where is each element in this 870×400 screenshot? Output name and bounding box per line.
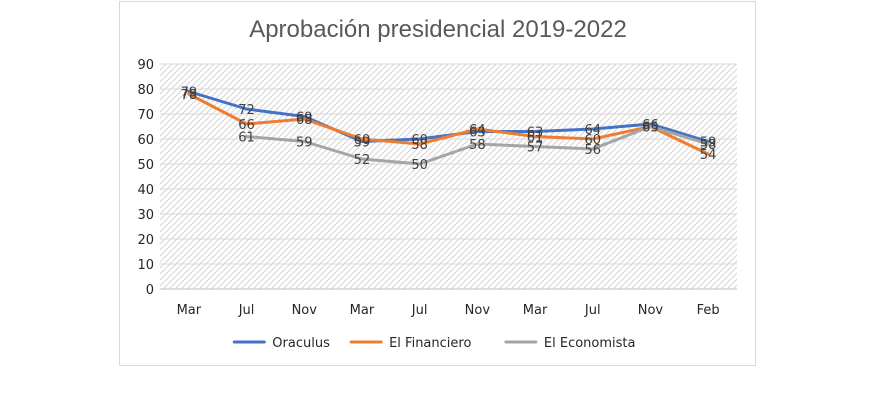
data-label: 63 — [469, 126, 486, 141]
x-tick-label: Nov — [292, 303, 318, 318]
data-label: 63 — [527, 126, 544, 141]
y-tick-label: 10 — [137, 258, 154, 273]
data-label: 59 — [296, 136, 313, 151]
x-tick-label: Mar — [350, 303, 375, 318]
plot-area — [160, 64, 737, 289]
data-label: 60 — [354, 133, 371, 148]
x-tick-label: Jul — [238, 303, 255, 318]
y-tick-label: 70 — [137, 108, 154, 123]
data-label: 79 — [181, 86, 198, 101]
series-lines — [187, 90, 710, 166]
x-tick-label: Jul — [411, 303, 428, 318]
data-label: 72 — [238, 103, 255, 118]
data-label: 60 — [411, 133, 428, 148]
x-tick-label: Feb — [697, 303, 720, 318]
data-label: 57 — [527, 141, 544, 156]
data-label: 60 — [584, 133, 601, 148]
x-tick-label: Mar — [177, 303, 202, 318]
y-tick-label: 20 — [137, 233, 154, 248]
data-label: 66 — [238, 118, 255, 133]
data-label: 65 — [642, 121, 659, 136]
y-tick-label: 0 — [146, 283, 154, 298]
series-line-2 — [245, 125, 710, 166]
legend-label-2: El Economista — [544, 336, 636, 351]
data-label: 52 — [354, 153, 371, 168]
data-label: 64 — [469, 123, 486, 138]
chart-title: Aprobación presidencial 2019-2022 — [249, 16, 627, 43]
data-label: 78 — [181, 88, 198, 103]
data-label: 69 — [296, 111, 313, 126]
x-tick-label: Mar — [523, 303, 548, 318]
data-label: 58 — [700, 138, 717, 153]
data-label: 61 — [238, 131, 255, 146]
y-axis-ticks: 0 10 20 30 40 50 60 70 80 90 — [137, 58, 154, 298]
y-tick-label: 30 — [137, 208, 154, 223]
data-label: 64 — [584, 123, 601, 138]
data-label: 59 — [700, 136, 717, 151]
y-tick-label: 80 — [137, 83, 154, 98]
line-chart: Aprobación presidencial 2019-2022 0 10 20 3… — [137, 16, 737, 351]
y-tick-label: 50 — [137, 158, 154, 173]
data-label: 59 — [354, 136, 371, 151]
legend-label-0: Oraculus — [272, 336, 330, 351]
series-line-1 — [187, 92, 710, 156]
data-label: 68 — [296, 113, 313, 128]
x-axis-ticks: Mar Jul Nov Mar Jul Nov Mar Jul Nov Feb — [177, 303, 720, 318]
data-label: 50 — [411, 158, 428, 173]
x-tick-label: Nov — [465, 303, 491, 318]
gridlines — [160, 63, 737, 290]
data-label: 65 — [642, 121, 659, 136]
y-tick-label: 40 — [137, 183, 154, 198]
y-tick-label: 60 — [137, 133, 154, 148]
legend: Oraculus El Financiero El Economista — [232, 336, 636, 351]
data-label: 61 — [527, 131, 544, 146]
data-label: 58 — [469, 138, 486, 153]
legend-label-1: El Financiero — [389, 336, 471, 351]
data-label: 56 — [584, 143, 601, 158]
data-label: 66 — [642, 118, 659, 133]
y-tick-label: 90 — [137, 58, 154, 73]
x-tick-label: Nov — [638, 303, 664, 318]
chart-frame: Aprobación presidencial 2019-2022 0 10 20 3… — [119, 1, 756, 366]
data-label: 58 — [411, 138, 428, 153]
x-tick-label: Jul — [584, 303, 601, 318]
data-label: 54 — [700, 148, 717, 163]
